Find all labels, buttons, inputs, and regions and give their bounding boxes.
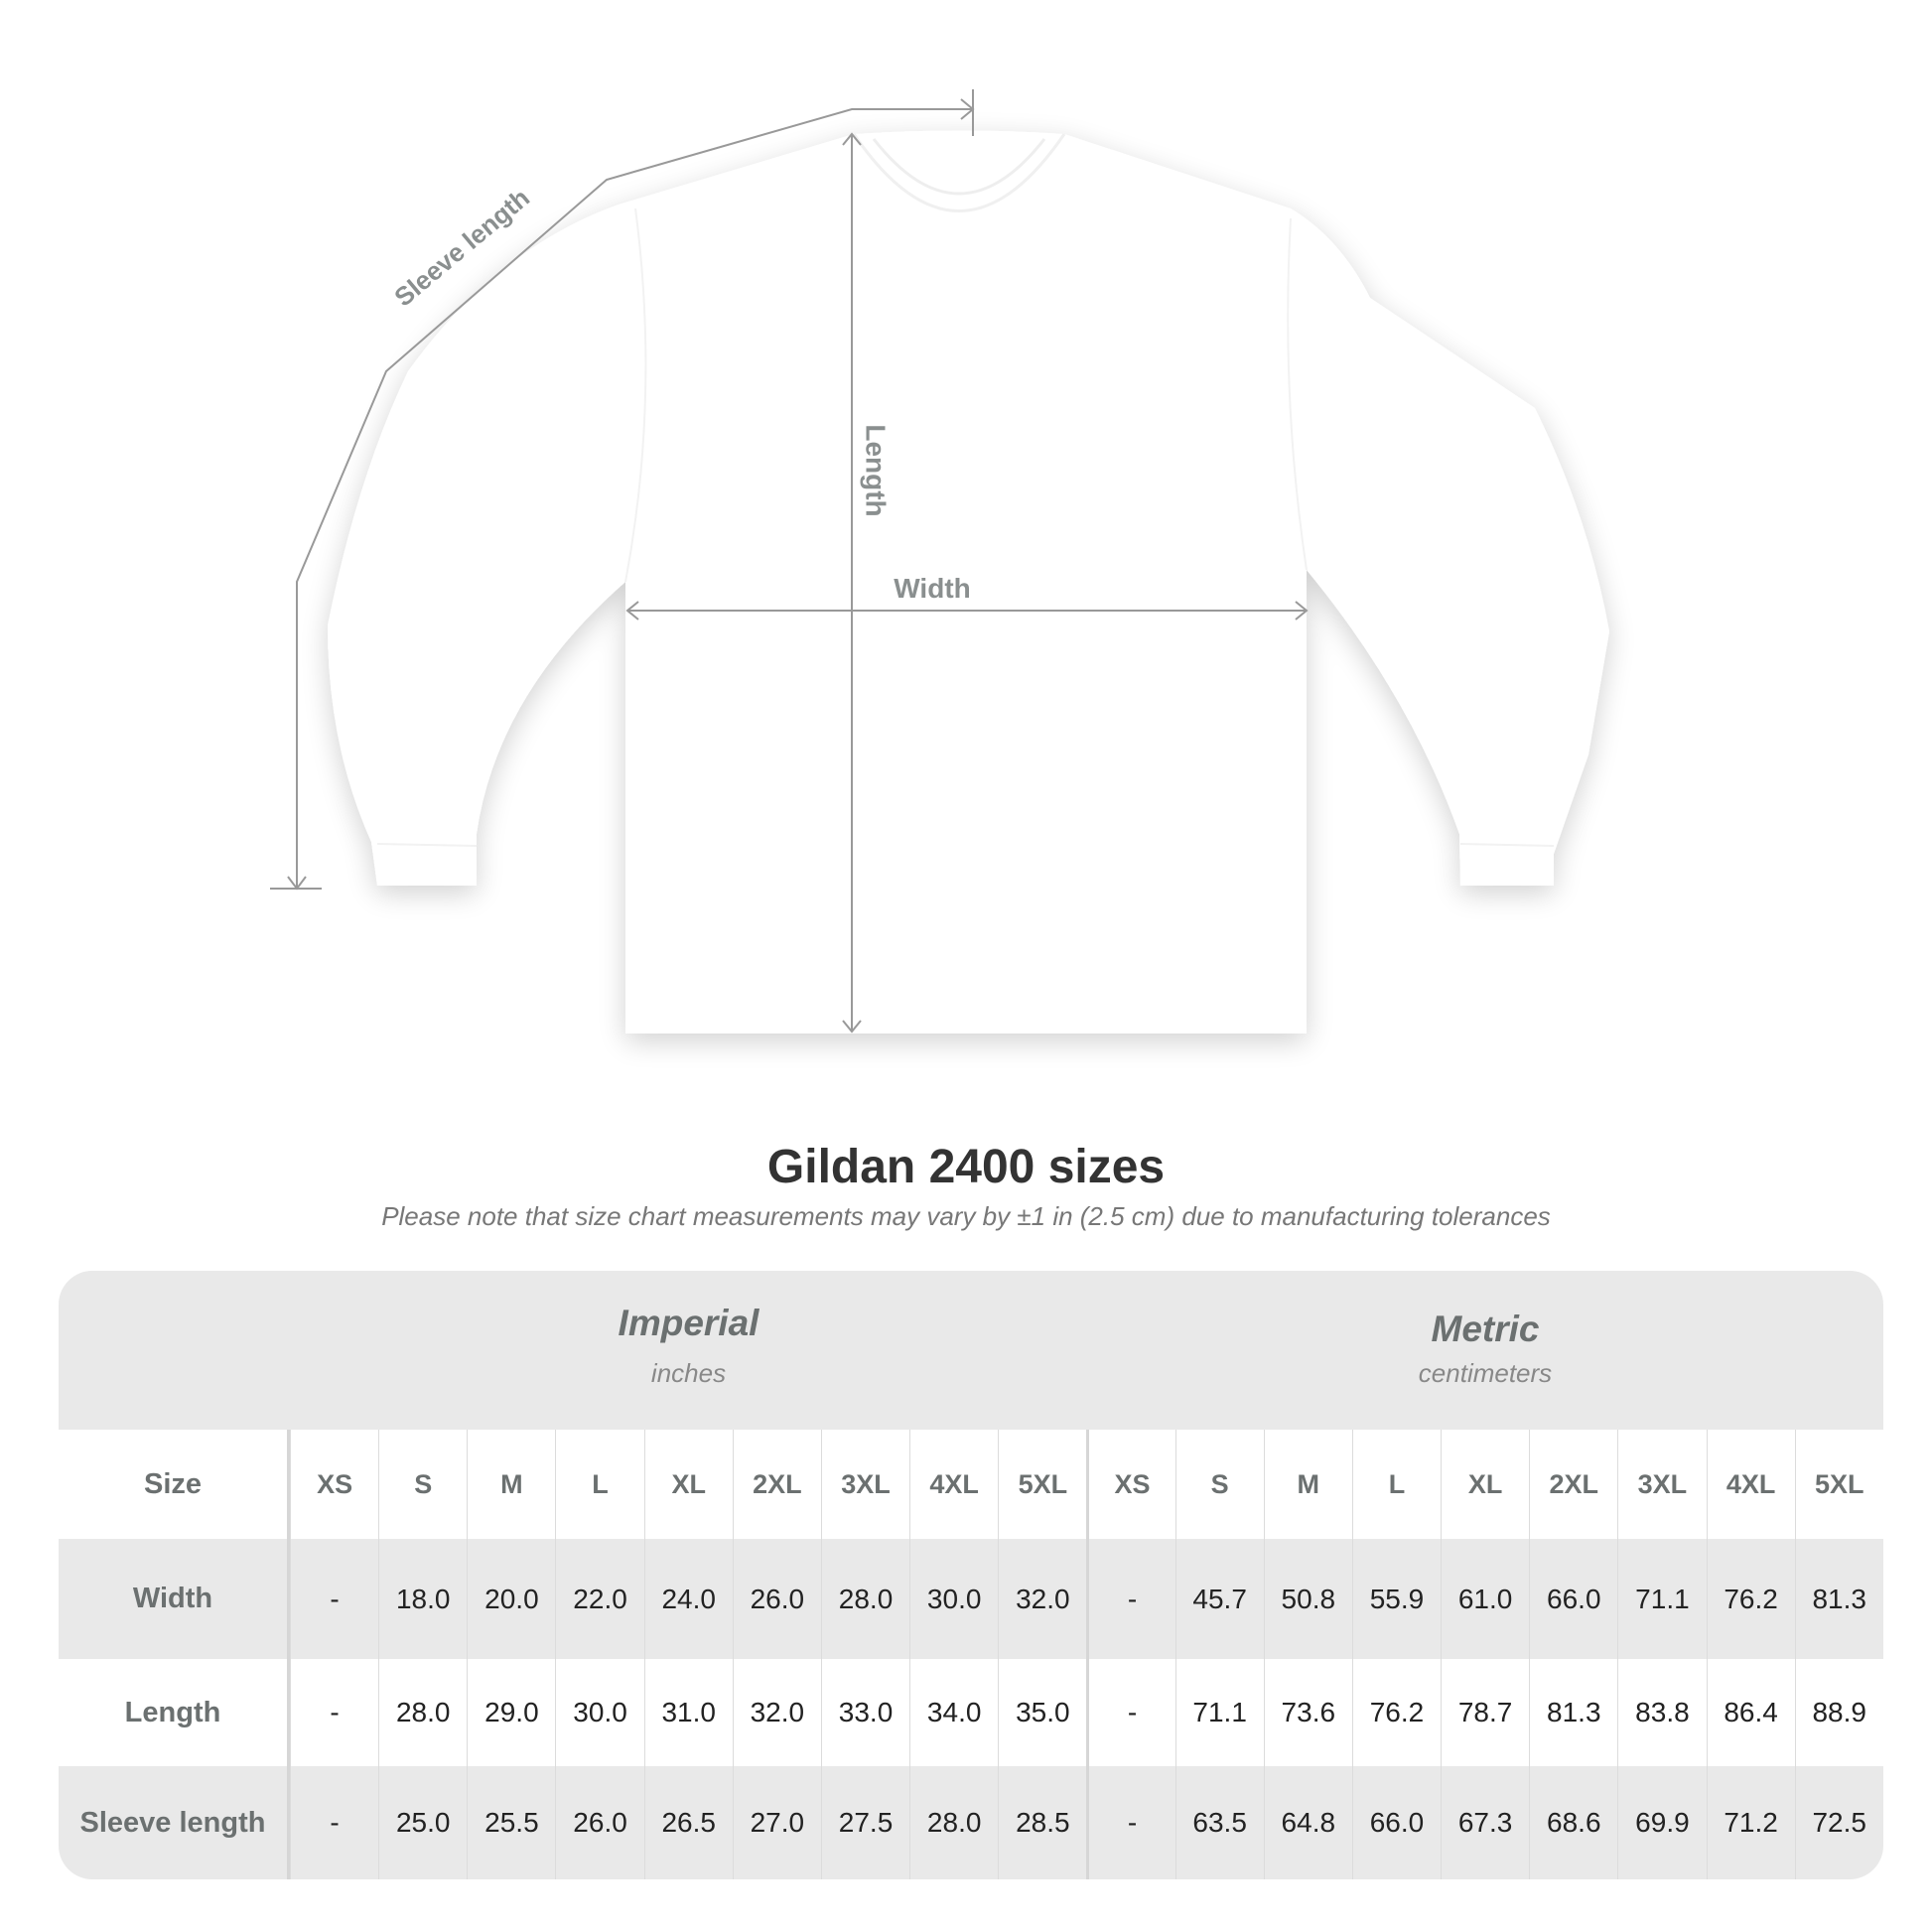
width-label: Width: [894, 573, 971, 604]
value-cell-metric: 63.5: [1174, 1766, 1264, 1879]
metric-label: Metric: [1431, 1309, 1540, 1349]
value-cell-metric: 73.6: [1263, 1659, 1352, 1766]
value-cell-imperial: 28.5: [998, 1766, 1086, 1879]
value-cell-imperial: 24.0: [643, 1539, 733, 1659]
size-header-metric: 2XL: [1529, 1430, 1617, 1539]
value-cell-metric: 71.2: [1706, 1766, 1795, 1879]
size-header-metric: 4XL: [1706, 1430, 1795, 1539]
size-header-imperial: M: [467, 1430, 555, 1539]
value-cell-imperial: 27.0: [732, 1766, 821, 1879]
value-cell-imperial: 30.0: [555, 1659, 643, 1766]
row-label: Width: [59, 1539, 290, 1659]
size-header-metric: 3XL: [1617, 1430, 1706, 1539]
imperial-label: Imperial: [618, 1303, 759, 1343]
table-row: Length -28.0 29.0 30.0 31.0 32.0 33.0 34.0 35.0-…: [59, 1659, 1883, 1766]
value-cell-imperial: 26.0: [732, 1539, 821, 1659]
value-cell-imperial: 30.0: [909, 1539, 998, 1659]
value-cell-imperial: 27.5: [820, 1766, 909, 1879]
value-cell-imperial: 28.0: [820, 1539, 909, 1659]
value-cell-imperial: 28.0: [378, 1659, 467, 1766]
size-header-metric: 5XL: [1794, 1430, 1883, 1539]
sleeve-measure-line: [296, 108, 973, 889]
value-cell-imperial: 26.0: [555, 1766, 643, 1879]
imperial-unit: inches: [650, 1358, 727, 1388]
value-cell-metric: 88.9: [1794, 1659, 1883, 1766]
size-header-metric: XL: [1441, 1430, 1529, 1539]
size-header-imperial: XS: [290, 1430, 378, 1539]
size-header-imperial: L: [555, 1430, 643, 1539]
table-row: Sleeve length -25.0 25.5 26.0 26.5 27.0 27.5 28…: [59, 1766, 1883, 1879]
value-cell-metric: 68.6: [1529, 1766, 1617, 1879]
value-cell-metric: -: [1086, 1539, 1174, 1659]
row-label: Sleeve length: [59, 1766, 290, 1879]
size-header-imperial: 2XL: [732, 1430, 821, 1539]
value-cell-imperial: 26.5: [643, 1766, 733, 1879]
size-header-imperial: XL: [643, 1430, 733, 1539]
value-cell-imperial: -: [290, 1539, 378, 1659]
value-cell-metric: 71.1: [1617, 1539, 1706, 1659]
value-cell-metric: 86.4: [1706, 1659, 1795, 1766]
size-header-metric: S: [1174, 1430, 1264, 1539]
value-cell-imperial: 25.5: [467, 1766, 555, 1879]
value-cell-metric: 66.0: [1529, 1539, 1617, 1659]
size-header-row: Size XS S M L XL 2XL 3XL 4XL 5XL XS S M L XL 2XL 3XL 4XL 5…: [59, 1430, 1883, 1539]
value-cell-metric: 81.3: [1794, 1539, 1883, 1659]
value-cell-metric: 64.8: [1263, 1766, 1352, 1879]
value-cell-imperial: 34.0: [909, 1659, 998, 1766]
value-cell-metric: 61.0: [1441, 1539, 1529, 1659]
value-cell-imperial: 20.0: [467, 1539, 555, 1659]
value-cell-metric: 76.2: [1351, 1659, 1441, 1766]
metric-unit: centimeters: [1418, 1358, 1553, 1388]
value-cell-metric: 72.5: [1794, 1766, 1883, 1879]
value-cell-imperial: 32.0: [732, 1659, 821, 1766]
length-label: Length: [861, 424, 892, 516]
value-cell-imperial: 22.0: [555, 1539, 643, 1659]
value-cell-metric: 45.7: [1174, 1539, 1264, 1659]
page-title: Gildan 2400 sizes: [766, 1141, 1166, 1193]
value-cell-metric: -: [1086, 1766, 1174, 1879]
long-sleeve-shirt: [328, 130, 1609, 1034]
value-cell-imperial: 35.0: [998, 1659, 1086, 1766]
value-cell-imperial: 29.0: [467, 1659, 555, 1766]
value-cell-metric: 55.9: [1351, 1539, 1441, 1659]
row-label: Length: [59, 1659, 290, 1766]
size-header-imperial: 5XL: [998, 1430, 1086, 1539]
value-cell-metric: 50.8: [1263, 1539, 1352, 1659]
value-cell-imperial: 25.0: [378, 1766, 467, 1879]
value-cell-metric: 81.3: [1529, 1659, 1617, 1766]
size-header-imperial: 3XL: [820, 1430, 909, 1539]
size-header-imperial: 4XL: [909, 1430, 998, 1539]
value-cell-metric: 83.8: [1617, 1659, 1706, 1766]
value-cell-imperial: 18.0: [378, 1539, 467, 1659]
table-row: Width -18.0 20.0 22.0 24.0 26.0 28.0 30.0 32.0-4…: [59, 1539, 1883, 1659]
size-label: Size: [59, 1430, 290, 1539]
value-cell-imperial: 28.0: [909, 1766, 998, 1879]
value-cell-metric: -: [1086, 1659, 1174, 1766]
size-header-imperial: S: [378, 1430, 467, 1539]
value-cell-imperial: -: [290, 1766, 378, 1879]
metric-header: Metric centimeters: [1087, 1271, 1883, 1430]
imperial-header: Imperial inches: [290, 1271, 1087, 1430]
size-header-metric: M: [1263, 1430, 1352, 1539]
value-cell-metric: 66.0: [1351, 1766, 1441, 1879]
value-cell-metric: 76.2: [1706, 1539, 1795, 1659]
tolerance-note: Please note that size chart measurements…: [381, 1201, 1551, 1231]
value-cell-metric: 78.7: [1441, 1659, 1529, 1766]
value-cell-imperial: 31.0: [643, 1659, 733, 1766]
value-cell-imperial: -: [290, 1659, 378, 1766]
size-header-metric: L: [1351, 1430, 1441, 1539]
value-cell-metric: 69.9: [1617, 1766, 1706, 1879]
value-cell-metric: 71.1: [1174, 1659, 1264, 1766]
value-cell-imperial: 33.0: [820, 1659, 909, 1766]
value-cell-imperial: 32.0: [998, 1539, 1086, 1659]
value-cell-metric: 67.3: [1441, 1766, 1529, 1879]
size-table: Imperial inches Metric centimeters Size X…: [59, 1271, 1883, 1879]
size-header-metric: XS: [1086, 1430, 1174, 1539]
shirt-measurement-diagram: Sleeve length Length Width: [270, 89, 1609, 1034]
